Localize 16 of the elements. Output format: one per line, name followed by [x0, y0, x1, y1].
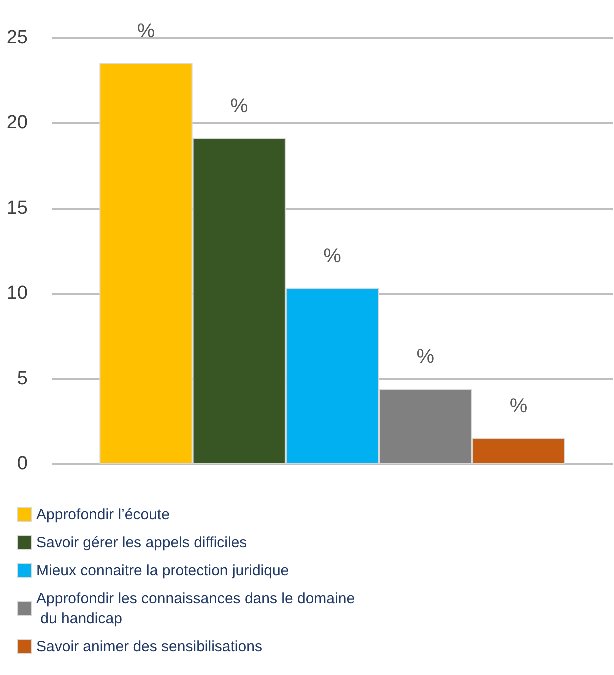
data-label: % [510, 395, 528, 418]
legend-label: Savoir gérer les appels difficiles [36, 534, 248, 552]
data-label: % [324, 245, 342, 268]
data-label: % [416, 346, 435, 368]
legend-label: Approfondir l’écoute [36, 506, 170, 524]
legend-label: Savoir animer des sensibilisations [36, 638, 262, 656]
y-tick-label: 0 [17, 454, 28, 474]
y-tick-label: 25 [6, 28, 28, 48]
y-tick-label: 5 [17, 368, 28, 390]
legend-label: Approfondir les connaissances dans le domaine du handicap [36, 590, 356, 628]
y-tick-label: 20 [6, 112, 28, 134]
y-tick-label: 15 [6, 198, 28, 219]
data-label: % [230, 96, 248, 118]
legend-label: Mieux connaitre la protection juridique [36, 562, 290, 580]
y-tick-label: 10 [6, 283, 28, 304]
data-label: % [137, 20, 156, 43]
